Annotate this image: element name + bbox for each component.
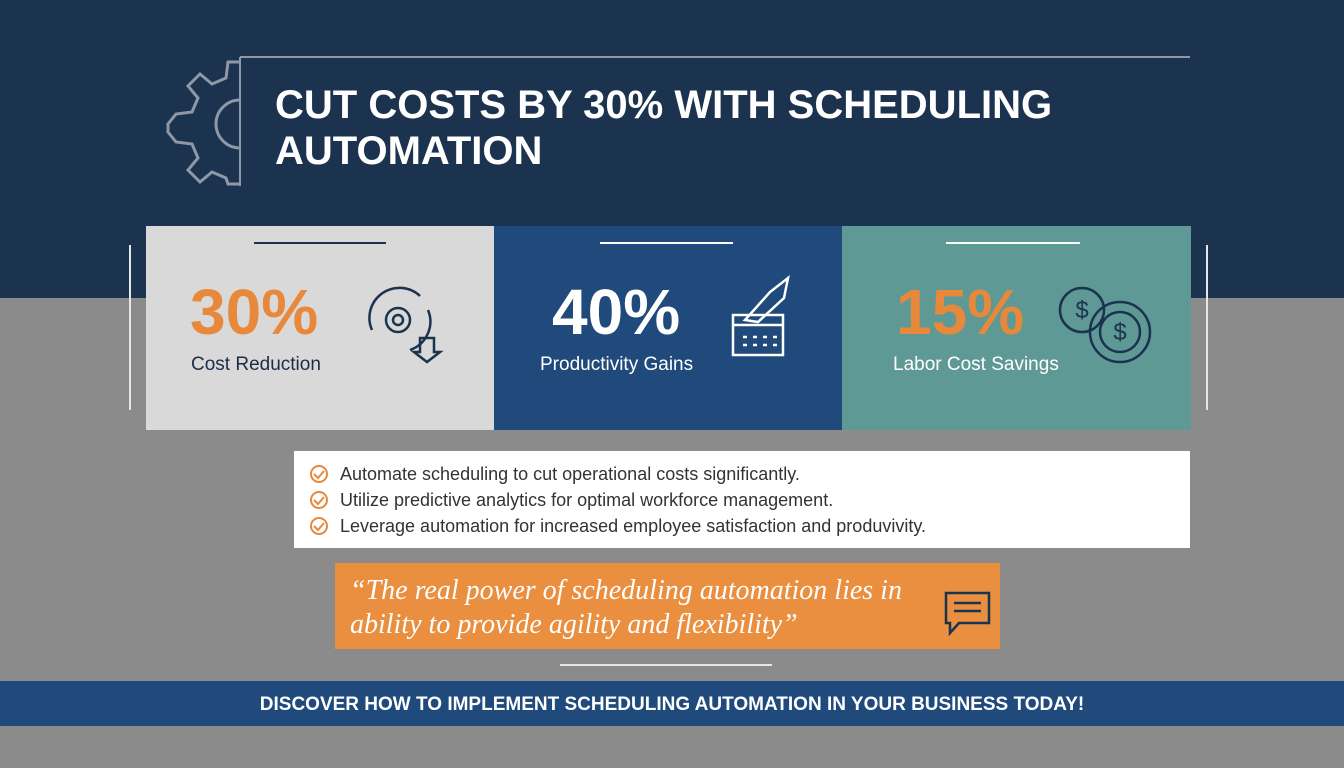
rocket-calendar-icon [731, 274, 790, 357]
stat-label: Labor Cost Savings [893, 354, 1059, 375]
gear-cycle-icon [368, 286, 444, 364]
stat-card [146, 226, 494, 430]
bullet-text: Utilize predictive analytics for optimal… [340, 490, 833, 510]
bullet-text: Leverage automation for increased employ… [340, 516, 926, 536]
check-icon [310, 465, 328, 483]
check-mark [313, 470, 325, 480]
footer-cta: DISCOVER HOW TO IMPLEMENT SCHEDULING AUT… [260, 694, 1084, 715]
coins-icon: $ $ [1058, 286, 1152, 364]
check-mark [313, 496, 325, 506]
stat-value: 40% [552, 276, 680, 348]
stat-value: 15% [896, 276, 1024, 348]
quote-box [335, 563, 1000, 649]
speech-icon [944, 591, 991, 637]
quote-text: ability to provide agility and flexibili… [350, 609, 798, 640]
quote-text: “The real power of scheduling automation… [350, 575, 902, 606]
gear-icon [166, 60, 241, 186]
stat-label: Productivity Gains [540, 354, 693, 375]
svg-text:$: $ [1075, 297, 1088, 324]
bullet-text: Automate scheduling to cut operational c… [340, 464, 800, 484]
footer-band [0, 681, 1344, 726]
check-mark [313, 522, 325, 532]
check-icon [310, 517, 328, 535]
stat-label: Cost Reduction [191, 354, 321, 375]
stat-value: 30% [190, 276, 318, 348]
check-icon [310, 491, 328, 509]
title: AUTOMATION [275, 129, 542, 173]
svg-text:$: $ [1113, 319, 1126, 346]
title: CUT COSTS BY 30% WITH SCHEDULING [275, 83, 1052, 127]
bullet-box [294, 451, 1190, 548]
stat-card [842, 226, 1191, 430]
